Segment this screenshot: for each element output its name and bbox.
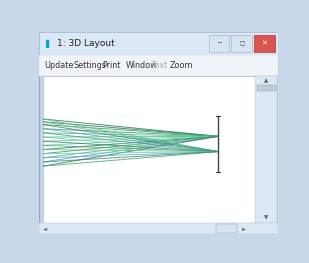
Bar (231, 35, 252, 52)
Text: ►: ► (243, 226, 247, 231)
Bar (255, 76, 277, 223)
Text: Update: Update (44, 61, 74, 70)
Bar (39, 32, 278, 55)
Text: 1: 3D Layout: 1: 3D Layout (57, 39, 114, 48)
Text: ◄: ◄ (42, 226, 47, 231)
Bar (209, 35, 229, 52)
Text: ▌: ▌ (44, 39, 51, 48)
Bar (256, 85, 276, 91)
Text: Zoom: Zoom (169, 61, 193, 70)
Text: Window: Window (126, 61, 158, 70)
Text: Text: Text (151, 61, 167, 70)
Text: Print: Print (102, 61, 121, 70)
Text: ✕: ✕ (261, 40, 267, 46)
Text: □: □ (239, 41, 244, 46)
Text: ▼: ▼ (264, 215, 268, 220)
Bar (216, 224, 237, 233)
Bar (39, 55, 278, 76)
Text: ─: ─ (217, 41, 221, 46)
Text: Settings: Settings (73, 61, 106, 70)
Bar (43, 76, 255, 223)
Text: ▲: ▲ (264, 79, 268, 84)
Bar (39, 223, 278, 234)
Bar (254, 35, 275, 52)
